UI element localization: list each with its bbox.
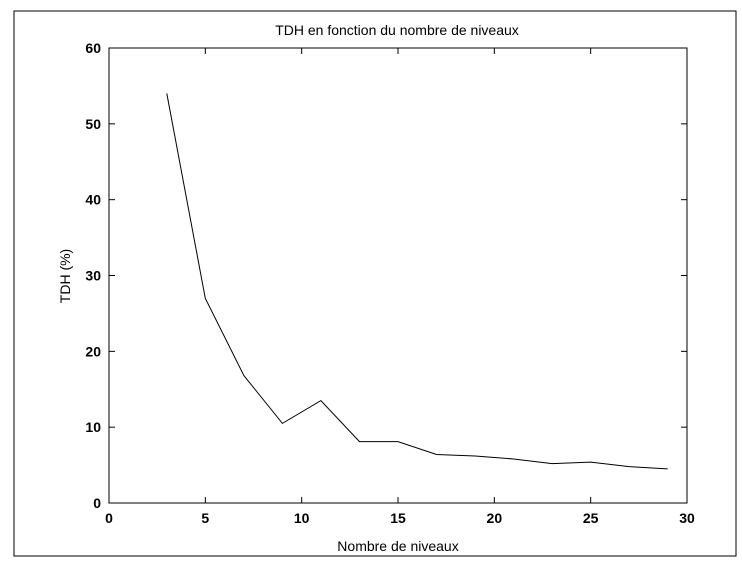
y-tick-label: 40 — [85, 192, 101, 208]
x-tick-label: 0 — [105, 510, 113, 526]
x-tick-label: 5 — [201, 510, 209, 526]
series-layer — [166, 93, 668, 470]
y-tick-label: 10 — [85, 419, 101, 435]
plot-box — [108, 47, 688, 504]
y-tick-label: 20 — [85, 343, 101, 359]
y-tick-label: 0 — [93, 495, 101, 511]
x-tick-label: 20 — [487, 510, 503, 526]
x-tick-label: 10 — [294, 510, 310, 526]
chart-title: TDH en fonction du nombre de niveaux — [275, 22, 519, 38]
y-tick-label: 60 — [85, 40, 101, 56]
y-tick-label: 30 — [85, 268, 101, 284]
x-tick-label: 15 — [390, 510, 406, 526]
axis-ticks: 0 5 10 15 20 25 30 0 10 20 30 40 50 60 — [85, 40, 695, 526]
x-tick-label: 30 — [679, 510, 695, 526]
x-axis-label: Nombre de niveaux — [337, 538, 458, 554]
y-tick-label: 50 — [85, 116, 101, 132]
series-line — [166, 93, 668, 470]
y-axis-label: TDH (%) — [57, 249, 73, 303]
plot-area: 0 5 10 15 20 25 30 0 10 20 30 40 50 60 — [85, 40, 695, 526]
x-tick-label: 25 — [583, 510, 599, 526]
